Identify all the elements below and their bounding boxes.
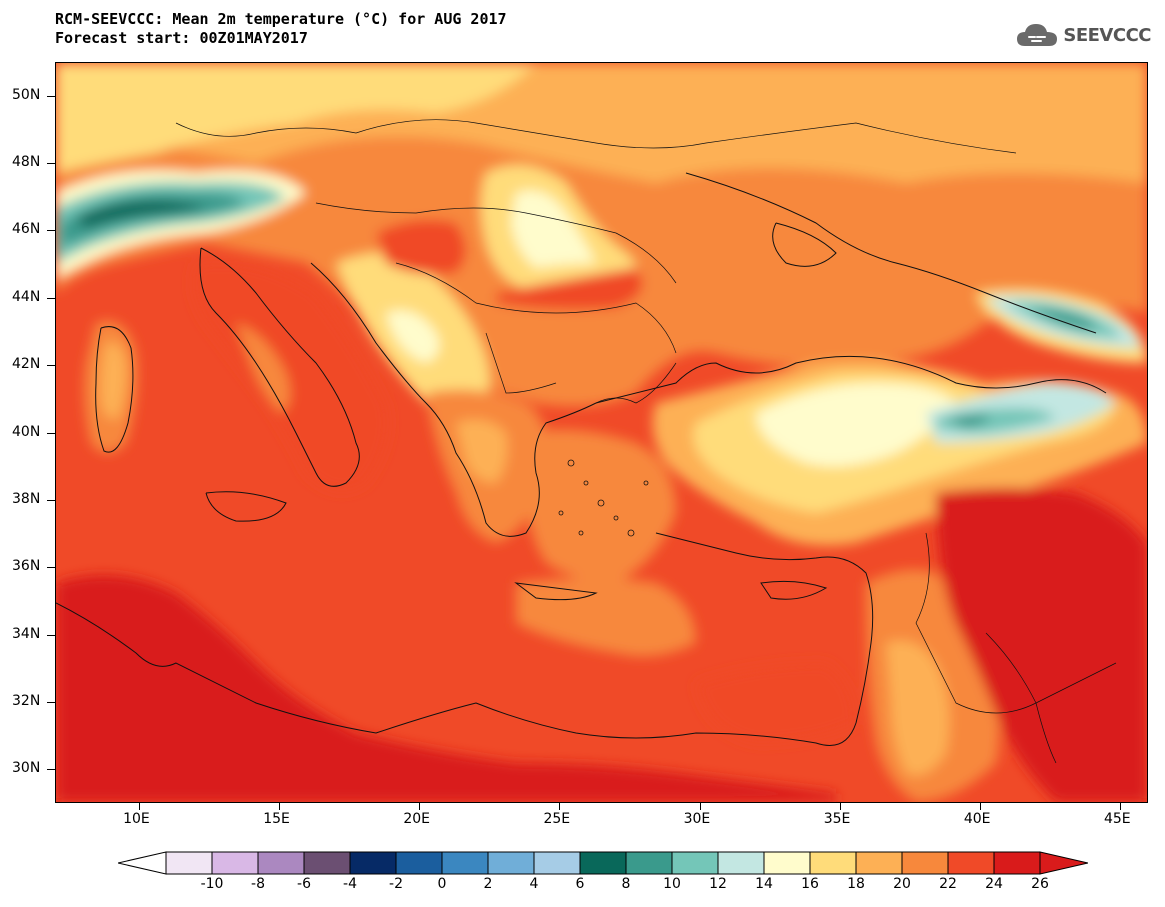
colorbar-swatch	[625, 851, 673, 875]
latitude-tick-label: 34N	[12, 625, 41, 642]
latitude-tick-label: 42N	[12, 356, 41, 373]
latitude-tick-mark	[47, 634, 55, 636]
colorbar-swatch	[855, 851, 903, 875]
colorbar-over-arrow	[1039, 851, 1088, 875]
colorbar-tick-label: 24	[985, 876, 1003, 892]
colorbar-swatch	[349, 851, 397, 875]
longitude-tick-mark	[279, 803, 281, 810]
colorbar-swatch	[303, 851, 351, 875]
longitude-tick-mark	[1119, 803, 1121, 810]
longitude-tick-mark	[419, 803, 421, 810]
colorbar-tick-label: 18	[847, 876, 865, 892]
colorbar-swatch	[901, 851, 949, 875]
seevccc-logo: SEEVCCC	[1015, 22, 1151, 48]
colorbar-tick-label: 20	[893, 876, 911, 892]
latitude-tick-label: 44N	[12, 288, 41, 305]
colorbar-swatch	[487, 851, 535, 875]
colorbar-tick-label: 0	[437, 876, 447, 892]
colorbar-tick-label: -8	[251, 876, 265, 892]
colorbar-swatch	[257, 851, 305, 875]
latitude-tick-mark	[47, 297, 55, 299]
map-canvas	[56, 63, 1147, 802]
latitude-tick-label: 30N	[12, 760, 41, 777]
latitude-tick-label: 40N	[12, 423, 41, 440]
latitude-tick-mark	[47, 163, 55, 165]
colorbar-tick-label: 26	[1031, 876, 1049, 892]
colorbar-under-arrow	[118, 851, 167, 875]
colorbar-swatch	[947, 851, 995, 875]
longitude-tick-label: 10E	[123, 811, 150, 827]
colorbar-tick-label: 2	[483, 876, 493, 892]
colorbar-tick-label: 12	[709, 876, 727, 892]
colorbar-swatch	[717, 851, 765, 875]
colorbar-swatch	[671, 851, 719, 875]
latitude-tick-label: 46N	[12, 221, 41, 238]
colorbar-tick-label: -10	[200, 876, 224, 892]
longitude-tick-label: 45E	[1103, 811, 1131, 827]
colorbar-swatch	[165, 851, 213, 875]
latitude-tick-label: 38N	[12, 490, 41, 507]
longitude-tick-mark	[979, 803, 981, 810]
colorbar-tick-label: -2	[389, 876, 403, 892]
latitude-tick-label: 48N	[12, 154, 41, 171]
temperature-map[interactable]	[55, 62, 1148, 803]
logo-text: SEEVCCC	[1063, 24, 1151, 46]
colorbar-tick-label: 6	[575, 876, 585, 892]
colorbar-swatch	[211, 851, 259, 875]
colorbar-tick-label: -6	[297, 876, 311, 892]
latitude-tick-mark	[47, 230, 55, 232]
temperature-contours	[56, 63, 1147, 802]
latitude-tick-label: 32N	[12, 692, 41, 709]
colorbar	[118, 851, 1088, 875]
colorbar-swatch	[441, 851, 489, 875]
cloud-icon	[1017, 24, 1058, 46]
colorbar-swatch	[395, 851, 443, 875]
longitude-tick-label: 35E	[823, 811, 851, 827]
colorbar-tick-label: 14	[755, 876, 773, 892]
latitude-tick-label: 36N	[12, 558, 41, 575]
latitude-tick-mark	[47, 432, 55, 434]
colorbar-tick-label: 4	[529, 876, 539, 892]
title-line-1: RCM-SEEVCCC: Mean 2m temperature (°C) fo…	[55, 10, 507, 28]
latitude-tick-mark	[47, 769, 55, 771]
latitude-tick-mark	[47, 567, 55, 569]
latitude-tick-mark	[47, 701, 55, 703]
longitude-tick-label: 25E	[543, 811, 571, 827]
latitude-tick-mark	[47, 499, 55, 501]
longitude-tick-label: 20E	[403, 811, 430, 827]
longitude-tick-label: 40E	[963, 811, 991, 827]
longitude-tick-label: 30E	[683, 811, 711, 827]
longitude-tick-mark	[839, 803, 841, 810]
latitude-tick-mark	[47, 95, 55, 97]
islands	[558, 459, 649, 537]
longitude-tick-label: 15E	[263, 811, 290, 827]
longitude-tick-mark	[559, 803, 561, 810]
latitude-tick-mark	[47, 365, 55, 367]
title-line-2: Forecast start: 00Z01MAY2017	[55, 29, 308, 47]
latitude-tick-label: 50N	[12, 86, 41, 103]
colorbar-tick-label: 8	[621, 876, 631, 892]
colorbar-swatch	[579, 851, 627, 875]
colorbar-swatch	[809, 851, 857, 875]
colorbar-tick-label: 16	[801, 876, 819, 892]
colorbar-tick-label: -4	[343, 876, 357, 892]
colorbar-tick-label: 22	[939, 876, 957, 892]
colorbar-tick-label: 10	[663, 876, 681, 892]
colorbar-swatch	[993, 851, 1041, 875]
colorbar-swatch	[763, 851, 811, 875]
longitude-tick-mark	[699, 803, 701, 810]
longitude-tick-mark	[139, 803, 141, 810]
coastlines	[56, 172, 1107, 746]
colorbar-swatch	[533, 851, 581, 875]
country-borders	[175, 119, 1117, 764]
